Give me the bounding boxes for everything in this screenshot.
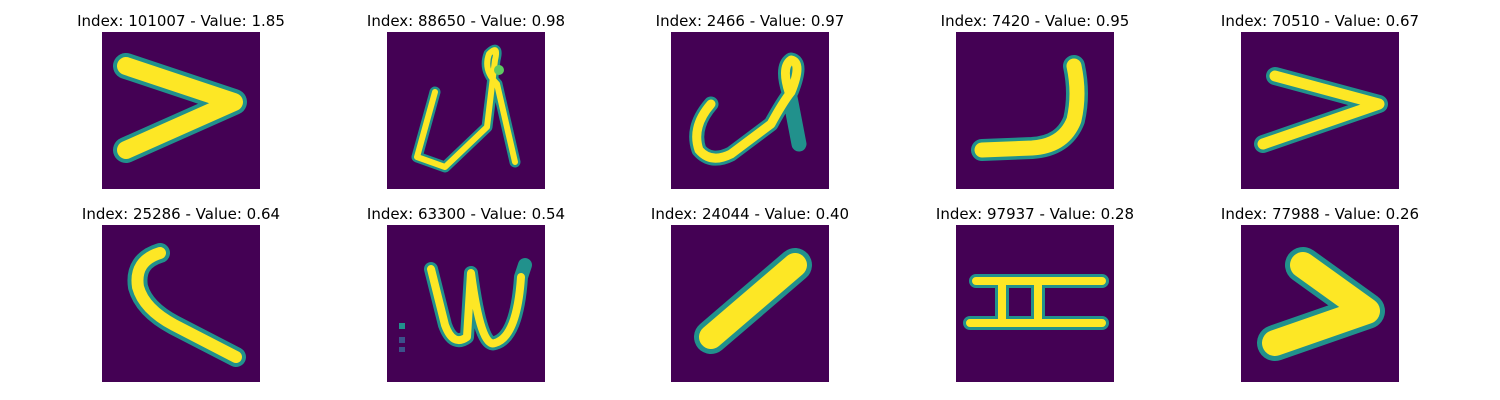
panel-title: Index: 88650 - Value: 0.98: [366, 12, 566, 30]
glyph-panel-4: Index: 7420 - Value: 0.95: [915, 12, 1155, 197]
panel-title: Index: 24044 - Value: 0.40: [650, 205, 850, 223]
glyph-image: [956, 32, 1114, 189]
glyph-image: [671, 225, 829, 382]
panel-title: Index: 63300 - Value: 0.54: [366, 205, 566, 223]
glyph-panel-5: Index: 70510 - Value: 0.67: [1200, 12, 1440, 197]
glyph-panel-10: Index: 77988 - Value: 0.26: [1200, 205, 1440, 390]
glyph-image: [102, 32, 260, 189]
glyph-panel-9: Index: 97937 - Value: 0.28: [915, 205, 1155, 390]
glyph-image: [387, 32, 545, 189]
glyph-panel-1: Index: 101007 - Value: 1.85: [61, 12, 301, 197]
glyph-image: [387, 225, 545, 382]
panel-title: Index: 7420 - Value: 0.95: [940, 12, 1130, 30]
glyph-panel-8: Index: 24044 - Value: 0.40: [630, 205, 870, 390]
glyph-panel-7: Index: 63300 - Value: 0.54: [346, 205, 586, 390]
panel-title: Index: 101007 - Value: 1.85: [77, 12, 285, 30]
panel-title: Index: 70510 - Value: 0.67: [1220, 12, 1420, 30]
panel-title: Index: 97937 - Value: 0.28: [935, 205, 1135, 223]
panel-title: Index: 2466 - Value: 0.97: [655, 12, 845, 30]
glyph-image: [1241, 32, 1399, 189]
glyph-image: [671, 32, 829, 189]
glyph-image: [102, 225, 260, 382]
glyph-panel-3: Index: 2466 - Value: 0.97: [630, 12, 870, 197]
glyph-panel-6: Index: 25286 - Value: 0.64: [61, 205, 301, 390]
panel-title: Index: 77988 - Value: 0.26: [1220, 205, 1420, 223]
glyph-image: [956, 225, 1114, 382]
glyph-image: [1241, 225, 1399, 382]
glyph-panel-2: Index: 88650 - Value: 0.98: [346, 12, 586, 197]
panel-title: Index: 25286 - Value: 0.64: [81, 205, 281, 223]
